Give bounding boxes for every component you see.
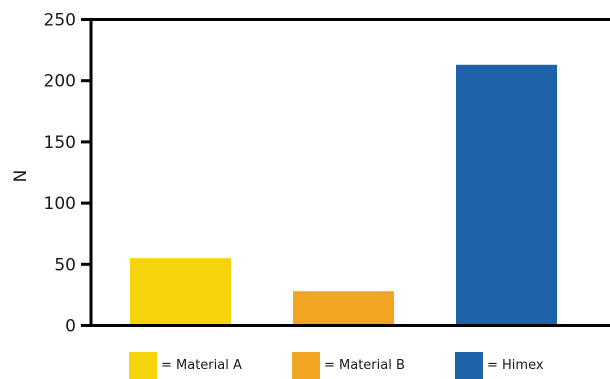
bar-himex (456, 64, 557, 326)
bar-material-b (293, 291, 394, 326)
y-tick-label: 150 (44, 133, 76, 153)
legend-swatch-material-a (129, 352, 157, 379)
legend-item-material-b: = Material B (292, 352, 405, 379)
legend: = Material A = Material B = Himex (0, 352, 610, 379)
legend-label-himex: = Himex (487, 358, 544, 373)
bar-chart: 0 50 100 150 200 250 N (11, 11, 610, 337)
y-tick-label: 200 (44, 72, 76, 92)
y-tick-label: 0 (65, 317, 76, 337)
legend-item-material-a: = Material A (129, 352, 242, 379)
legend-label-material-a: = Material A (161, 358, 242, 373)
legend-item-himex: = Himex (455, 352, 544, 379)
y-axis-ticks: 0 50 100 150 200 250 (44, 11, 91, 337)
legend-label-material-b: = Material B (324, 358, 405, 373)
y-tick-label: 50 (54, 255, 76, 275)
y-tick-label: 100 (44, 194, 76, 214)
bars (130, 64, 557, 326)
bar-material-a (130, 258, 231, 326)
legend-swatch-himex (455, 352, 483, 379)
y-axis-title: N (11, 170, 31, 183)
y-tick-label: 250 (44, 11, 76, 31)
legend-swatch-material-b (292, 352, 320, 379)
